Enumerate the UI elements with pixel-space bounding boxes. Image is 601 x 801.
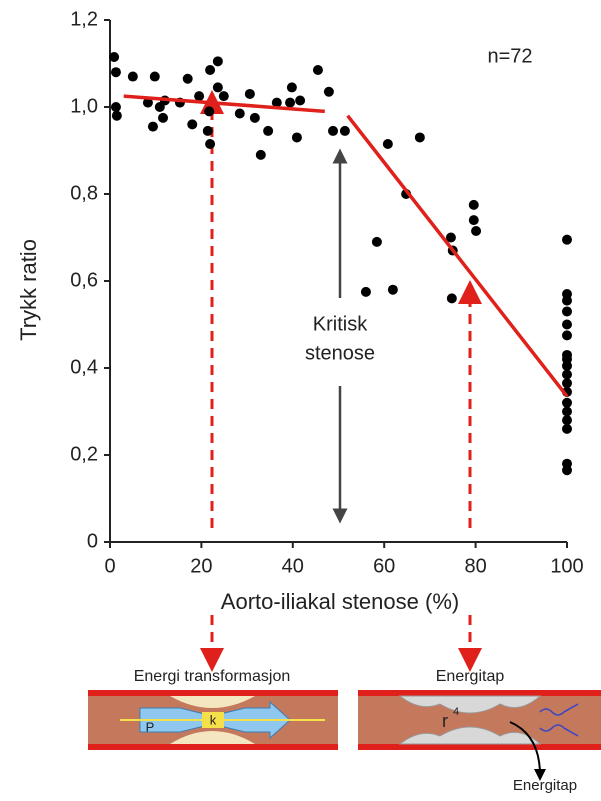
critical-label: Kritisk: [313, 313, 368, 335]
p-label: P: [146, 719, 155, 734]
point: [360, 286, 371, 297]
y-tick-label: 0: [87, 530, 98, 552]
k-box: [202, 712, 224, 728]
y-tick-label: 1,2: [70, 8, 98, 30]
point: [387, 284, 398, 295]
y-tick-label: 0,2: [70, 443, 98, 465]
point: [323, 86, 334, 97]
point: [109, 51, 120, 62]
point: [562, 234, 572, 245]
diagram: Energi transformasjon P k Energitap r 4 …: [88, 668, 601, 794]
loss-flow: [539, 703, 579, 737]
point: [562, 415, 572, 426]
n-label: n=72: [487, 45, 532, 67]
point: [218, 91, 229, 102]
point: [244, 88, 255, 99]
annotation-arrows: [200, 90, 482, 672]
point: [562, 397, 572, 408]
point: [205, 65, 216, 76]
stenosis: [398, 695, 542, 745]
vessel-wall: [358, 690, 601, 696]
loss-arrow: [509, 721, 546, 781]
point: [110, 102, 121, 112]
y-tick-label: 0,8: [70, 182, 98, 204]
point: [204, 106, 215, 117]
point: [255, 149, 266, 160]
point: [382, 138, 393, 149]
point: [562, 306, 572, 317]
point: [291, 132, 302, 143]
point: [445, 232, 456, 243]
point: [286, 82, 297, 93]
r-label: r: [442, 711, 448, 731]
point: [562, 319, 572, 330]
loss-label: Energitap: [513, 777, 577, 794]
fit-line: [346, 114, 569, 398]
point: [328, 125, 339, 136]
x-axis-title: Aorto-iliakal stenose (%): [221, 589, 459, 614]
point: [446, 293, 457, 304]
point: [149, 71, 160, 82]
point: [234, 108, 245, 119]
point: [562, 465, 572, 476]
point: [111, 110, 122, 121]
stenosis: [170, 696, 255, 744]
fit-line: [123, 94, 325, 114]
point: [295, 95, 306, 106]
point: [414, 132, 425, 143]
diagram-title: Energitap: [436, 668, 505, 685]
point: [205, 138, 216, 149]
point: [212, 56, 223, 67]
x-tick-label: 100: [550, 555, 583, 577]
point: [263, 125, 274, 136]
critical-label: stenose: [305, 342, 375, 364]
point: [158, 112, 169, 123]
x-tick-label: 60: [373, 555, 395, 577]
point: [562, 295, 572, 306]
x-tick-label: 20: [190, 555, 212, 577]
k-label: k: [210, 712, 217, 727]
point: [562, 406, 572, 417]
point: [285, 97, 296, 108]
vessel-wall: [358, 744, 601, 750]
point: [312, 65, 323, 76]
x-tick-label: 80: [464, 555, 486, 577]
point: [212, 82, 223, 93]
point: [271, 97, 282, 108]
x-tick-label: 0: [104, 555, 115, 577]
y-tick-label: 1,0: [70, 95, 98, 117]
point: [471, 225, 482, 236]
y-tick-label: 0,6: [70, 269, 98, 291]
point: [142, 97, 153, 108]
x-tick-label: 40: [282, 555, 304, 577]
vessel-wall: [88, 690, 338, 696]
point: [147, 121, 158, 132]
r-exponent: 4: [453, 706, 459, 718]
point: [187, 119, 198, 130]
vessel-wall: [88, 744, 338, 750]
point: [249, 112, 260, 123]
point: [562, 330, 572, 341]
point: [468, 215, 479, 226]
y-tick-label: 0,4: [70, 356, 98, 378]
point: [562, 378, 572, 389]
point: [202, 125, 213, 136]
point: [562, 369, 572, 380]
point: [562, 360, 572, 371]
diagram-title: Energi transformasjon: [134, 668, 291, 685]
point: [339, 125, 350, 136]
point: [562, 423, 572, 434]
point: [371, 236, 382, 247]
point: [194, 91, 205, 102]
y-axis-title: Trykk ratio: [16, 239, 41, 341]
point: [468, 199, 479, 210]
point: [110, 67, 121, 78]
point: [182, 73, 193, 84]
point: [127, 71, 138, 82]
